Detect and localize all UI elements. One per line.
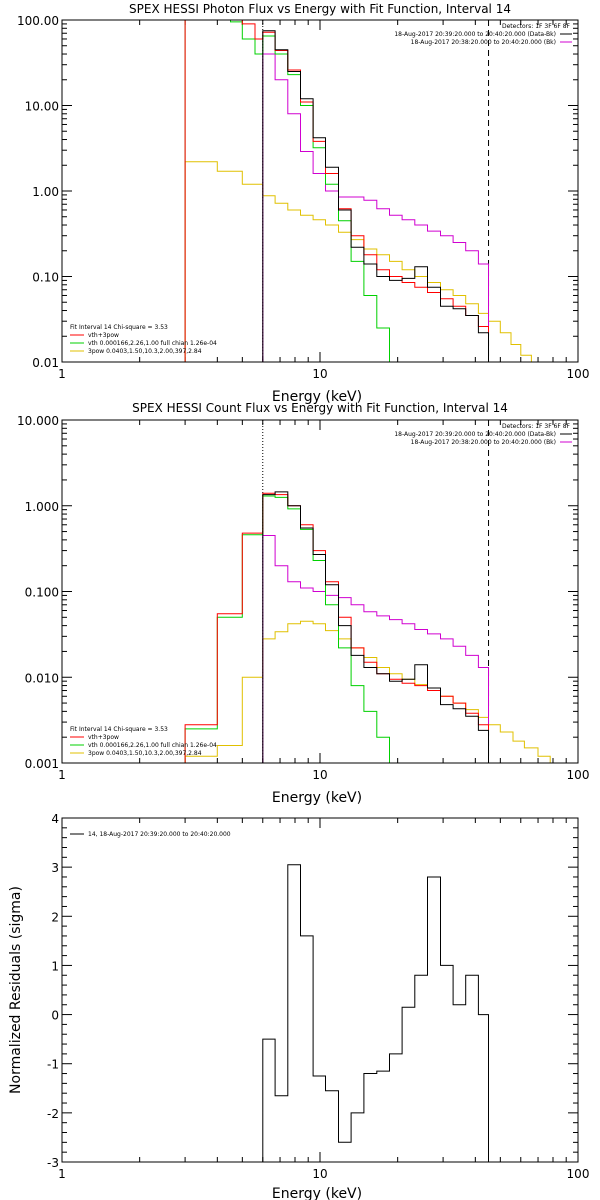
panel2-xlabel: Energy (keV) xyxy=(272,790,362,806)
panel1-fit-text: Fit Interval 14 Chi-square = 3.53 vth+3p… xyxy=(70,324,217,355)
series-spow xyxy=(184,620,578,763)
y-tick-label: 0.010 xyxy=(25,671,59,685)
panel3-xlabel: Energy (keV) xyxy=(272,1186,362,1200)
panel2-fit-line2: vth+3pow xyxy=(88,734,119,741)
panel3-legend: 14, 18-Aug-2017 20:39:20.000 to 20:40:20… xyxy=(70,831,231,838)
panel2-legend-line1: Detectors: 1F 3F 6F 8F xyxy=(502,423,571,430)
y-tick-label: 0 xyxy=(51,1009,59,1023)
panel1-fit-line4: 3pow 0.0403,1.50,10.3,2.00,397,2.84 xyxy=(88,348,202,355)
count-flux-plot: 1 10 100 0.001 0.010 0.100 1.000 10.000 xyxy=(17,414,589,782)
y-tick-label: 0.01 xyxy=(32,356,59,370)
panel1-legend-line2: 18-Aug-2017 20:39:20.000 to 20:40:20.000… xyxy=(394,31,556,38)
series-bk xyxy=(262,53,489,362)
x-tick-label: 10 xyxy=(312,367,327,381)
y-tick-label: -3 xyxy=(47,1156,59,1170)
panel1-legend-line1: Detectors: 1F 3F 6F 8F xyxy=(502,23,571,30)
panel1-fit-line3: vth 0.000166,2.26,1.00 full chian 1.26e-… xyxy=(88,340,217,347)
y-tick-label: 3 xyxy=(51,861,59,875)
x-tick-label: 1 xyxy=(58,768,66,782)
panel2-title: SPEX HESSI Count Flux vs Energy with Fit… xyxy=(132,401,508,415)
panel2-fit-line3: vth 0.000166,2.26,1.00 full chian 1.26e-… xyxy=(88,742,217,749)
x-tick-label: 1 xyxy=(58,367,66,381)
y-tick-label: 0.001 xyxy=(25,757,59,771)
y-tick-label: 1.00 xyxy=(32,185,59,199)
y-tick-label: 0.10 xyxy=(32,271,59,285)
series-data xyxy=(262,30,489,362)
y-tick-label: 4 xyxy=(51,812,59,826)
x-tick-label: 100 xyxy=(567,367,590,381)
panel3-legend-line1: 14, 18-Aug-2017 20:39:20.000 to 20:40:20… xyxy=(88,831,231,838)
y-tick-label: 1 xyxy=(51,959,59,973)
panel2-legend-line3: 18-Aug-2017 20:38:20.000 to 20:40:20.000… xyxy=(411,439,556,446)
y-tick-label: 1.000 xyxy=(25,500,59,514)
x-tick-label: 10 xyxy=(312,1167,327,1181)
panel1-legend: Detectors: 1F 3F 6F 8F 18-Aug-2017 20:39… xyxy=(394,23,572,46)
y-tick-label: 100.00 xyxy=(17,14,59,28)
y-tick-label: -2 xyxy=(47,1107,59,1121)
y-tick-label: 10.000 xyxy=(17,414,59,428)
panel2-legend-line2: 18-Aug-2017 20:39:20.000 to 20:40:20.000… xyxy=(394,431,556,438)
panel2-fit-text: Fit Interval 14 Chi-square = 3.53 vth+3p… xyxy=(70,726,217,757)
panel1-legend-line3: 18-Aug-2017 20:38:20.000 to 20:40:20.000… xyxy=(411,39,556,46)
panel2-legend: Detectors: 1F 3F 6F 8F 18-Aug-2017 20:39… xyxy=(394,423,572,446)
series-total xyxy=(184,20,489,362)
plot-frame xyxy=(61,419,579,764)
panel3-ylabel: Normalized Residuals (sigma) xyxy=(8,886,24,1094)
photon-flux-plot: 1 10 100 0.01 0.10 1.00 10.00 100.00 xyxy=(17,14,589,381)
series-data xyxy=(262,491,489,763)
count-flux-panel: SPEX HESSI Count Flux vs Energy with Fit… xyxy=(17,401,589,806)
x-tick-label: 100 xyxy=(567,1167,590,1181)
panel1-fit-line2: vth+3pow xyxy=(88,332,119,339)
residuals-panel: 1 10 100 -3 -2 -1 0 1 2 3 4 Energy (keV) Normalize… xyxy=(8,812,589,1200)
panel1-fit-line1: Fit Interval 14 Chi-square = 3.53 xyxy=(70,324,168,331)
y-tick-label: 0.100 xyxy=(25,586,59,600)
panel1-title: SPEX HESSI Photon Flux vs Energy with Fi… xyxy=(129,2,511,16)
residuals-plot: 1 10 100 -3 -2 -1 0 1 2 3 4 xyxy=(47,812,589,1181)
y-tick-label: -1 xyxy=(47,1058,59,1072)
x-tick-label: 1 xyxy=(58,1167,66,1181)
y-tick-label: 10.00 xyxy=(25,100,59,114)
panel2-fit-line4: 3pow 0.0403,1.50,10.3,2.00,397,2.84 xyxy=(88,750,202,757)
series-total xyxy=(184,492,489,763)
plot-frame xyxy=(61,19,579,363)
plot-frame xyxy=(61,817,579,1163)
series-data xyxy=(262,864,489,1162)
panel2-fit-line1: Fit Interval 14 Chi-square = 3.53 xyxy=(70,726,168,733)
series-bk xyxy=(262,535,489,763)
photon-flux-panel: SPEX HESSI Photon Flux vs Energy with Fi… xyxy=(17,2,589,405)
panel1-xlabel: Energy (keV) xyxy=(272,389,362,405)
x-tick-label: 10 xyxy=(312,768,327,782)
y-tick-label: 2 xyxy=(51,910,59,924)
x-tick-label: 100 xyxy=(567,768,590,782)
